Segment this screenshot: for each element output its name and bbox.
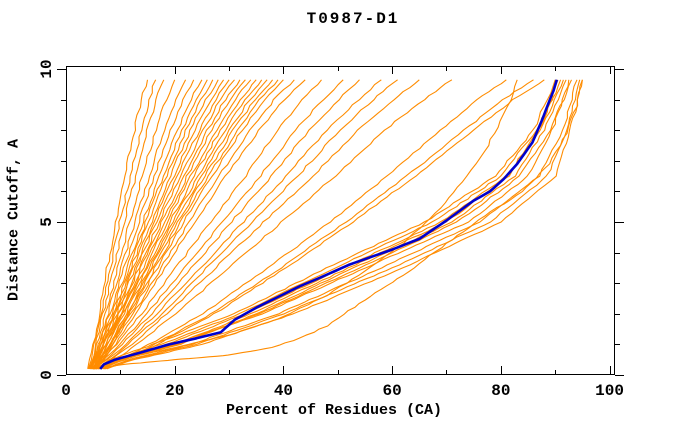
model-curve <box>95 79 556 370</box>
model-curve <box>91 79 344 370</box>
model-curve <box>95 79 518 370</box>
model-curve <box>89 79 195 370</box>
y-axis-title: Distance Cutoff, A <box>5 138 23 302</box>
model-curve <box>93 79 583 370</box>
x-tick-label: 0 <box>61 382 71 400</box>
model-curve <box>89 79 203 370</box>
model-curve <box>97 79 562 370</box>
model-curve <box>93 79 279 370</box>
model-curve <box>92 79 241 370</box>
model-curve <box>106 79 583 370</box>
model-curve <box>103 79 578 370</box>
model-curve <box>92 79 246 370</box>
model-curve <box>93 79 382 370</box>
model-curve <box>90 79 214 370</box>
model-curve <box>94 79 284 370</box>
model-curve <box>97 79 453 370</box>
model-curve <box>95 79 420 370</box>
model-curve <box>93 79 268 370</box>
model-curve <box>95 79 306 370</box>
x-tick-label: 100 <box>595 382 624 400</box>
model-curve <box>89 79 187 370</box>
model-curve <box>104 79 581 370</box>
model-curve <box>88 79 165 370</box>
x-tick-label: 80 <box>491 382 511 400</box>
model-curve <box>94 79 295 370</box>
y-tick-label: 5 <box>38 217 56 227</box>
model-curve <box>98 79 570 370</box>
x-tick-label: 20 <box>165 382 185 400</box>
model-curve <box>90 79 225 370</box>
model-curve <box>98 79 545 370</box>
y-tick-label: 10 <box>38 59 56 79</box>
chart-title: T0987-D1 <box>306 10 400 28</box>
y-tick-label: 0 <box>38 370 56 380</box>
model-curve <box>88 79 176 370</box>
model-curve <box>92 79 252 370</box>
x-axis-title: Percent of Residues (CA) <box>225 402 443 419</box>
model-curve <box>97 79 534 370</box>
model-curve <box>91 79 230 370</box>
x-tick-label: 60 <box>382 382 402 400</box>
model-curve <box>95 79 507 370</box>
model-curve <box>90 79 322 370</box>
x-tick-label: 40 <box>273 382 294 400</box>
model-curve <box>94 79 398 370</box>
model-curve <box>87 79 157 370</box>
model-curve <box>87 79 149 369</box>
model-curve <box>92 79 257 370</box>
model-curve <box>92 79 360 370</box>
model-curve <box>90 79 219 370</box>
highlighted-model-curve <box>99 79 559 370</box>
plot-frame <box>66 66 615 375</box>
